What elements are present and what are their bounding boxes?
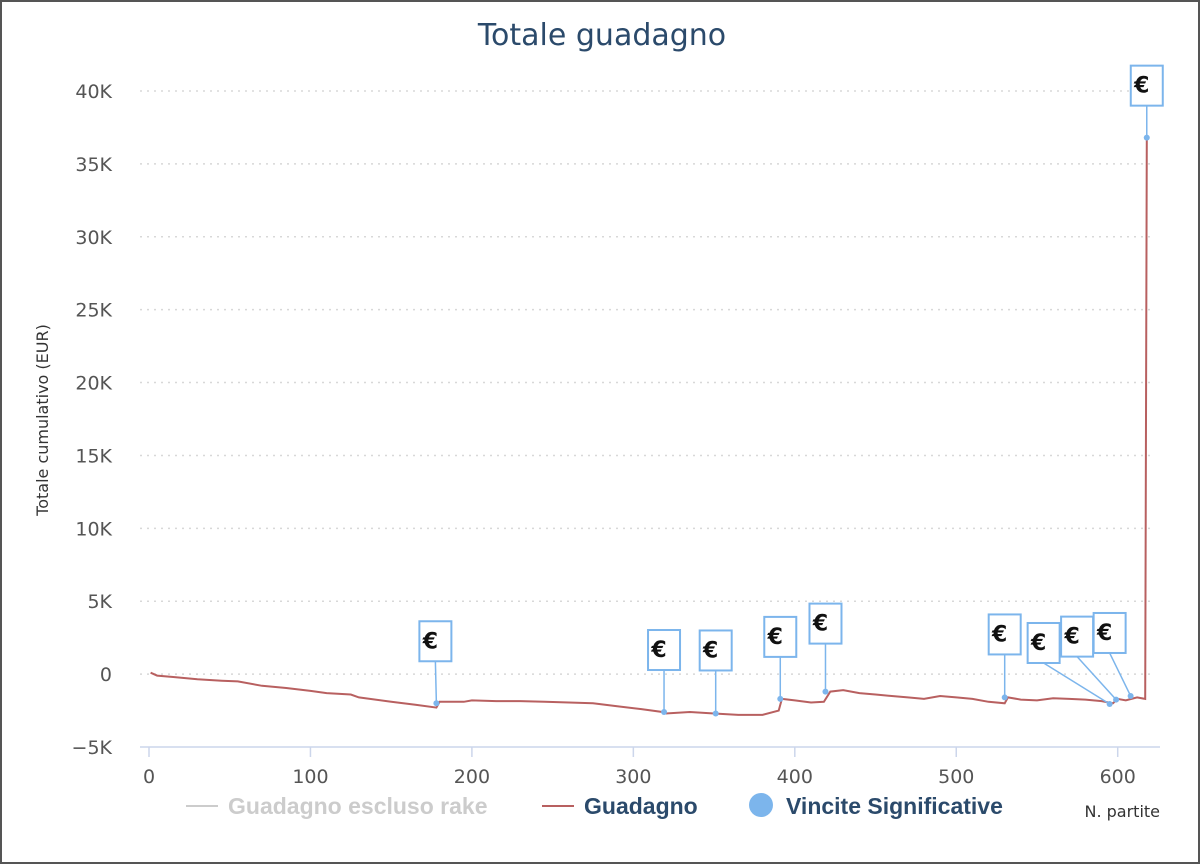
flag-euro-symbol: € <box>650 638 666 663</box>
significant-win-flag[interactable]: € <box>647 629 682 716</box>
y-axis-ticks: −5K 0 5K 10K 15K 20K 25K 30K 35K 40K <box>72 81 113 759</box>
x-tick-label: 200 <box>454 766 490 788</box>
flag-box <box>1092 611 1127 654</box>
legend: Guadagno escluso rake Guadagno Vincite S… <box>186 793 1003 819</box>
y-axis-label: Totale cumulativo (EUR) <box>33 324 52 517</box>
x-axis: 0 100 200 300 400 500 600 <box>140 746 1160 788</box>
y-tick-label: 25K <box>75 300 112 322</box>
series-line-guadagno <box>150 137 1148 716</box>
flag-connector <box>1043 662 1111 705</box>
flag-box <box>698 629 733 672</box>
flag-box <box>763 615 798 658</box>
significant-win-point <box>433 700 440 707</box>
flag-box <box>1129 64 1164 107</box>
significant-win-flag[interactable]: € <box>808 602 843 695</box>
x-tick-label: 100 <box>292 766 328 788</box>
significant-win-flag[interactable]: € <box>1060 615 1120 703</box>
significant-win-flag[interactable]: € <box>1026 621 1113 707</box>
x-tick-label: 500 <box>938 766 974 788</box>
flag-connector <box>1108 652 1132 697</box>
significant-win-flag[interactable]: € <box>763 615 798 702</box>
legend-item-guadagno[interactable]: Guadagno <box>542 793 698 819</box>
significant-win-point <box>1127 692 1134 699</box>
y-tick-label: 0 <box>100 664 112 686</box>
flag-euro-symbol: € <box>1030 631 1046 656</box>
flag-euro-symbol: € <box>1096 621 1112 646</box>
significant-win-point <box>1113 696 1120 703</box>
significant-win-flag[interactable]: € <box>418 620 453 707</box>
legend-label-vincite: Vincite Significative <box>786 793 1003 819</box>
x-axis-label: N. partite <box>1084 802 1160 821</box>
significant-win-point <box>1143 134 1150 141</box>
x-tick-label: 400 <box>777 766 813 788</box>
legend-label-guadagno: Guadagno <box>584 793 698 819</box>
flag-box <box>987 613 1022 656</box>
grid-lines <box>140 90 1150 675</box>
significant-win-point <box>661 709 668 716</box>
flag-box <box>647 629 682 672</box>
flag-euro-symbol: € <box>1063 625 1079 650</box>
x-tick-label: 600 <box>1100 766 1136 788</box>
significant-win-point <box>777 695 784 702</box>
flag-euro-symbol: € <box>991 622 1007 647</box>
significant-win-point <box>822 688 829 695</box>
significant-win-flag[interactable]: € <box>1092 611 1134 699</box>
x-tick-label: 0 <box>143 766 155 788</box>
flag-connector <box>434 661 438 704</box>
flag-euro-symbol: € <box>422 629 438 654</box>
significant-win-flag[interactable]: € <box>987 613 1022 701</box>
significant-win-point <box>1001 694 1008 701</box>
legend-item-escluso-rake[interactable]: Guadagno escluso rake <box>186 793 487 819</box>
y-tick-label: 10K <box>75 518 112 540</box>
significant-win-point <box>712 710 719 717</box>
flag-euro-symbol: € <box>702 638 718 663</box>
significant-win-flag[interactable]: € <box>1129 64 1164 141</box>
y-tick-label: −5K <box>72 737 113 759</box>
x-tick-label: 300 <box>615 766 651 788</box>
flag-box <box>808 602 843 645</box>
y-tick-label: 35K <box>75 154 112 176</box>
y-tick-label: 5K <box>87 591 112 613</box>
chart-title: Totale guadagno <box>477 18 726 53</box>
y-tick-label: 30K <box>75 227 112 249</box>
flag-connector <box>1076 656 1117 701</box>
significant-wins-flags[interactable]: € € € € € € € € € € <box>418 64 1164 717</box>
series-layer <box>150 137 1148 716</box>
legend-label-escluso-rake: Guadagno escluso rake <box>228 793 487 819</box>
legend-marker-vincite <box>749 793 773 817</box>
y-tick-label: 15K <box>75 445 112 467</box>
y-tick-label: 20K <box>75 373 112 395</box>
flag-euro-symbol: € <box>1133 74 1149 99</box>
y-tick-label: 40K <box>75 81 112 103</box>
flag-euro-symbol: € <box>767 625 783 650</box>
flag-box <box>418 620 453 663</box>
significant-win-point <box>1106 700 1113 707</box>
flag-box <box>1026 621 1061 664</box>
significant-win-flag[interactable]: € <box>698 629 733 717</box>
legend-item-vincite[interactable]: Vincite Significative <box>749 793 1003 819</box>
flag-euro-symbol: € <box>812 612 828 637</box>
